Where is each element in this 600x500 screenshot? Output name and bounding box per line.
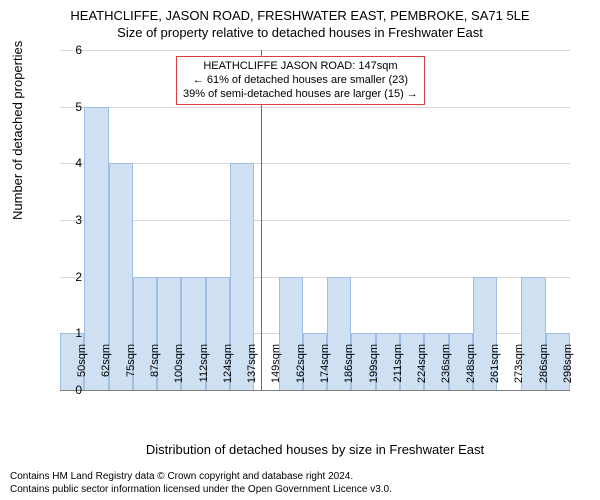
annotation-box: HEATHCLIFFE JASON ROAD: 147sqm ← 61% of … (176, 56, 425, 105)
x-tick-label: 112sqm (198, 344, 210, 394)
y-tick-label: 1 (52, 326, 82, 340)
y-tick-label: 3 (52, 213, 82, 227)
x-tick-label: 298sqm (562, 344, 574, 394)
y-tick-label: 5 (52, 100, 82, 114)
x-tick-label: 174sqm (319, 344, 331, 394)
x-tick-label: 124sqm (222, 344, 234, 394)
x-tick-label: 248sqm (465, 344, 477, 394)
y-tick-label: 2 (52, 270, 82, 284)
x-tick-label: 273sqm (513, 344, 525, 394)
footer-attribution: Contains HM Land Registry data © Crown c… (10, 471, 392, 496)
x-tick-label: 286sqm (538, 344, 550, 394)
annotation-line-1: HEATHCLIFFE JASON ROAD: 147sqm (183, 60, 418, 74)
chart-title-sub: Size of property relative to detached ho… (0, 23, 600, 40)
x-tick-label: 149sqm (270, 344, 282, 394)
x-tick-label: 186sqm (343, 344, 355, 394)
x-tick-label: 100sqm (173, 344, 185, 394)
y-axis-label: Number of detached properties (10, 41, 25, 220)
x-tick-label: 199sqm (368, 344, 380, 394)
chart-plot-area: 50sqm62sqm75sqm87sqm100sqm112sqm124sqm13… (60, 50, 570, 390)
x-tick-label: 162sqm (295, 344, 307, 394)
y-tick-label: 4 (52, 156, 82, 170)
y-tick-label: 0 (52, 383, 82, 397)
x-tick-label: 137sqm (246, 344, 258, 394)
x-tick-label: 211sqm (392, 344, 404, 394)
annotation-line-3: 39% of semi-detached houses are larger (… (183, 88, 418, 102)
chart-title-main: HEATHCLIFFE, JASON ROAD, FRESHWATER EAST… (0, 0, 600, 23)
x-axis-label: Distribution of detached houses by size … (60, 442, 570, 457)
x-tick-label: 75sqm (125, 344, 137, 394)
x-tick-label: 261sqm (489, 344, 501, 394)
x-tick-label: 62sqm (100, 344, 112, 394)
x-tick-label: 224sqm (416, 344, 428, 394)
annotation-line-2: ← 61% of detached houses are smaller (23… (183, 74, 418, 88)
y-tick-label: 6 (52, 43, 82, 57)
x-tick-label: 236sqm (440, 344, 452, 394)
footer-line-2: Contains public sector information licen… (10, 484, 392, 497)
x-tick-label: 87sqm (149, 344, 161, 394)
footer-line-1: Contains HM Land Registry data © Crown c… (10, 471, 392, 484)
